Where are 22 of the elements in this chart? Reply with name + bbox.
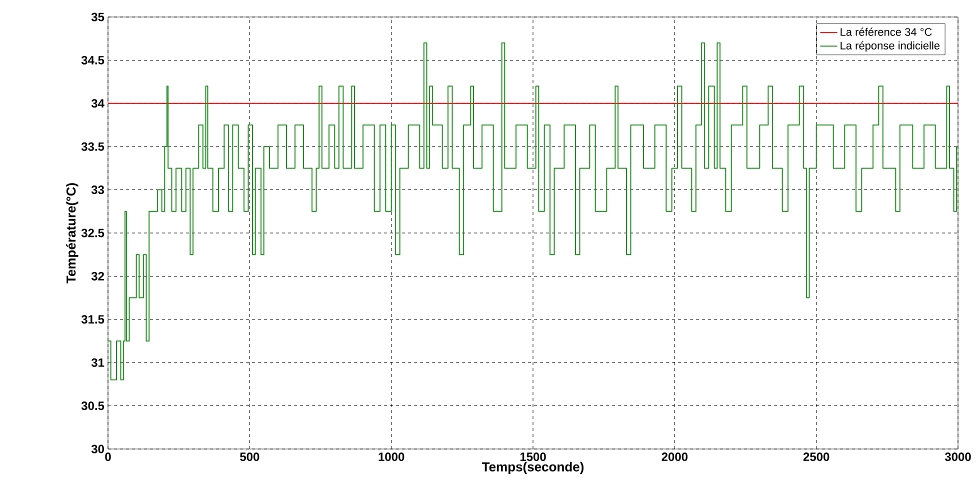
legend-label: La référence 34 °C [840,28,932,36]
x-tick-label: 1000 [378,452,404,462]
y-tick-label: 30.5 [81,402,104,410]
x-tick-label: 1500 [520,452,546,462]
x-tick-label: 3000 [944,452,971,462]
legend-label: La réponse indicielle [840,41,940,52]
y-tick-label: 34.5 [81,56,104,64]
x-tick-label: 500 [240,452,260,462]
y-axis-title: Température(°C) [66,183,78,284]
y-tick-label: 33.5 [81,142,104,151]
y-tick-label: 35 [91,12,104,22]
y-tick-label: 30 [91,444,104,454]
x-tick-label: 0 [105,452,111,462]
x-axis-title: Temps(seconde) [482,462,584,474]
x-tick-label: 2500 [803,452,830,462]
y-tick-label: 31.5 [81,315,104,324]
y-tick-label: 32.5 [81,228,104,238]
x-tick-label: 2000 [662,452,688,462]
y-tick-label: 31 [91,358,104,367]
y-tick-label: 33 [91,186,104,194]
y-tick-label: 34 [91,99,104,108]
y-tick-label: 32 [91,272,104,280]
